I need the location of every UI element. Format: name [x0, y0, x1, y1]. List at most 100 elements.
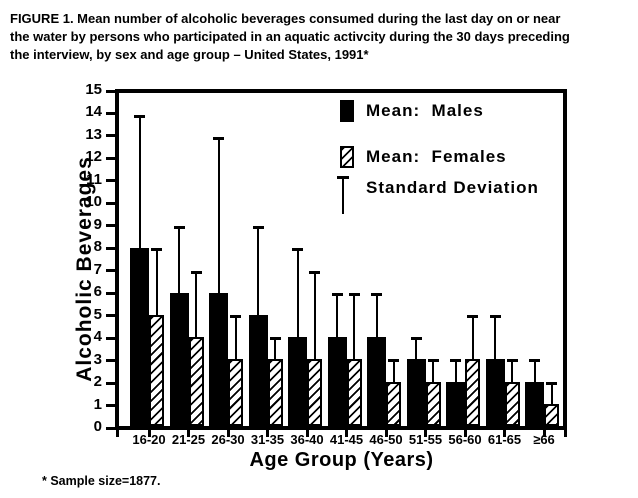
bar-males-≥66	[525, 381, 544, 426]
x-tick	[266, 429, 269, 437]
sd-whisker-cap-males-31-35	[252, 226, 264, 230]
y-tick-label: 13	[85, 125, 102, 143]
bar-females-56-60	[465, 359, 480, 426]
x-tick	[305, 429, 309, 437]
x-tick-label-36-40: 36-40	[290, 432, 324, 447]
sd-whisker-females-≥66	[550, 381, 553, 404]
y-tick-label: 1	[93, 395, 102, 413]
y-tick	[106, 201, 115, 205]
sd-whisker-males-21-25	[178, 226, 180, 293]
bar-males-51-55	[406, 359, 426, 426]
y-tick-label: 8	[93, 238, 102, 256]
sd-whisker-males-36-40	[296, 248, 299, 338]
sd-whisker-cap-females-21-25	[190, 270, 202, 274]
x-tick	[384, 429, 388, 437]
sd-whisker-females-36-40	[313, 270, 316, 360]
sd-whisker-females-16-20	[155, 248, 158, 315]
sd-whisker-cap-females-36-40	[309, 270, 320, 274]
sd-whisker-males-56-60	[454, 359, 457, 382]
bar-males-21-25	[169, 292, 189, 426]
sd-whisker-males-51-55	[415, 337, 417, 360]
x-tick	[187, 429, 190, 437]
y-tick-label: 15	[85, 81, 102, 98]
sd-whisker-cap-females-41-45	[348, 292, 360, 296]
bar-females-26-30	[228, 359, 243, 426]
sd-whisker-cap-females-46-50	[388, 359, 399, 363]
bar-females-21-25	[188, 337, 204, 426]
x-tick	[147, 429, 151, 437]
x-tick-label-56-60: 56-60	[448, 432, 482, 447]
y-tick	[106, 291, 115, 295]
x-tick	[463, 429, 467, 437]
x-axis-corner-tick	[115, 429, 119, 437]
legend-label-standard-deviation: Standard Deviation	[366, 178, 539, 197]
bar-females-46-50	[386, 381, 401, 426]
sd-whisker-cap-males-26-30	[213, 137, 224, 141]
sd-whisker-cap-males-36-40	[292, 248, 303, 252]
figure-footnote: * Sample size=1877.	[42, 474, 161, 488]
y-tick	[106, 314, 115, 318]
x-axis-corner-tick	[563, 429, 567, 437]
y-tick	[106, 359, 115, 363]
y-tick	[106, 179, 115, 183]
sd-whisker-females-26-30	[234, 315, 237, 360]
y-tick-label: 4	[93, 328, 102, 346]
y-tick	[106, 224, 115, 228]
y-tick-label: 12	[85, 148, 102, 166]
x-tick	[542, 429, 546, 437]
y-tick	[106, 336, 115, 340]
y-tick	[106, 269, 115, 273]
sd-whisker-cap-males-46-50	[371, 292, 382, 296]
sd-whisker-cap-females-61-65	[506, 359, 518, 363]
sd-whisker-cap-males-21-25	[173, 226, 185, 230]
bar-females-61-65	[504, 381, 520, 426]
sd-whisker-males-16-20	[138, 115, 141, 249]
sd-whisker-males-26-30	[217, 137, 220, 293]
y-tick	[106, 246, 115, 250]
sd-whisker-females-46-50	[392, 359, 395, 382]
y-tick-label: 10	[85, 193, 102, 211]
sd-whisker-cap-males-16-20	[134, 115, 145, 119]
bar-females-31-35	[267, 359, 283, 426]
legend-errorbar-cap-icon	[337, 176, 349, 179]
x-tick	[503, 429, 506, 437]
y-tick	[106, 426, 115, 430]
figure-title: FIGURE 1. Mean number of alcoholic bever…	[10, 11, 570, 62]
sd-whisker-cap-males-41-45	[331, 292, 343, 296]
y-tick	[106, 404, 115, 408]
sd-whisker-females-61-65	[511, 359, 513, 382]
sd-whisker-females-21-25	[195, 270, 197, 338]
sd-whisker-females-41-45	[353, 292, 355, 360]
legend-swatch-females-icon	[340, 146, 354, 168]
y-tick	[106, 156, 115, 160]
sd-whisker-males-46-50	[375, 292, 378, 338]
y-tick-label: 3	[93, 350, 102, 368]
sd-whisker-females-31-35	[274, 337, 276, 360]
y-tick-label: 7	[93, 260, 102, 278]
sd-whisker-cap-females-16-20	[151, 248, 162, 252]
sd-whisker-females-51-55	[432, 359, 434, 382]
x-tick-label-26-30: 26-30	[211, 432, 245, 447]
sd-whisker-males-31-35	[257, 226, 259, 315]
bar-males-31-35	[248, 315, 268, 426]
bar-males-26-30	[209, 292, 228, 426]
sd-whisker-males-41-45	[336, 292, 338, 338]
legend-errorbar-icon	[342, 176, 344, 214]
bar-females-51-55	[425, 381, 441, 426]
bar-males-41-45	[327, 337, 347, 426]
bar-females-41-45	[346, 359, 362, 426]
y-tick	[106, 89, 115, 93]
x-tick	[345, 429, 348, 437]
legend-label-males: Mean: Males	[366, 101, 484, 120]
sd-whisker-cap-males-51-55	[410, 337, 422, 341]
plot-area	[115, 89, 567, 430]
y-tick-label: 6	[93, 283, 102, 301]
sd-whisker-cap-females-51-55	[427, 359, 439, 363]
sd-whisker-males-61-65	[494, 315, 496, 360]
y-tick-label: 9	[93, 215, 102, 233]
x-tick-label-21-25: 21-25	[171, 432, 206, 447]
sd-whisker-males-≥66	[533, 359, 536, 382]
sd-whisker-cap-females-31-35	[269, 337, 281, 341]
x-axis-label: Age Group (Years)	[249, 449, 434, 471]
